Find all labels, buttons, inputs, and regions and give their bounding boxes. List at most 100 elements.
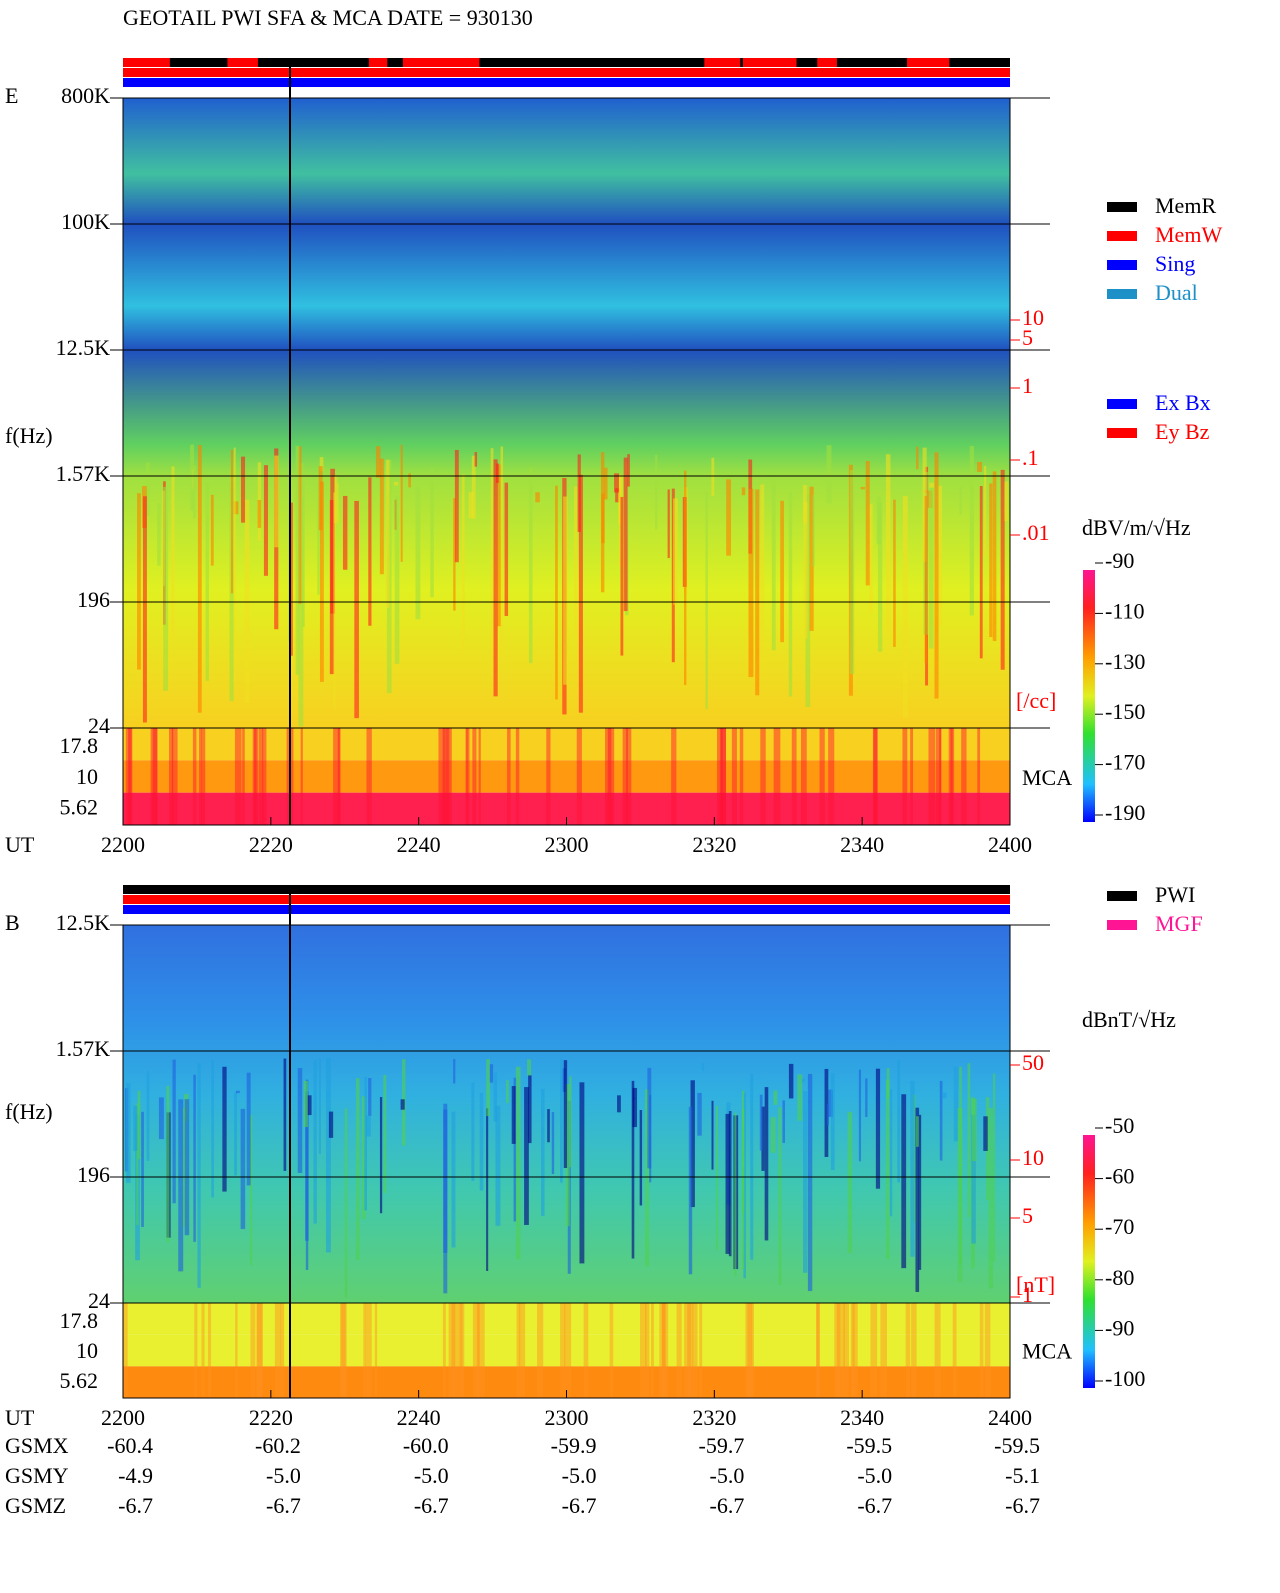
freq-tick-label: 1.57K xyxy=(56,461,111,486)
spectrogram-streak xyxy=(141,1111,144,1227)
spectrogram-streak xyxy=(318,1058,321,1154)
spectrogram-streak xyxy=(620,496,624,656)
spectrogram-streak xyxy=(235,1090,240,1094)
mca-tick-label: 10 xyxy=(76,764,98,789)
mca-streak xyxy=(337,728,341,825)
mca-streak xyxy=(258,728,264,825)
spectrogram-streak xyxy=(493,1072,498,1122)
colorbar-tick-label: -90 xyxy=(1105,548,1134,573)
orbit-value: -6.7 xyxy=(857,1493,892,1518)
title: GEOTAIL PWI SFA & MCA DATE = 930130 xyxy=(123,5,533,30)
spectrogram-streak xyxy=(667,489,670,559)
mca-streak xyxy=(843,1303,849,1398)
time-tick-label: 2300 xyxy=(545,832,589,857)
mca-streak xyxy=(507,728,511,825)
mca-tick-label: 17.8 xyxy=(60,1308,99,1333)
mca-streak xyxy=(560,1303,566,1398)
orbit-label: GSMY xyxy=(5,1463,69,1488)
spectrogram-streak xyxy=(368,477,372,626)
spectrogram-streak xyxy=(922,447,927,562)
mca-streak xyxy=(816,1303,820,1398)
spectrogram-streak xyxy=(233,447,236,682)
spectrogram-streak xyxy=(865,1078,868,1118)
orbit-label: GSMX xyxy=(5,1433,69,1458)
spectrogram-streak xyxy=(728,1111,732,1257)
colorbar xyxy=(1083,1135,1095,1388)
orbit-value: -60.0 xyxy=(403,1433,449,1458)
spectrogram-streak xyxy=(158,1097,164,1140)
spectrogram-streak xyxy=(803,502,808,639)
spectrogram-streak xyxy=(929,482,934,488)
time-tick-label: 2320 xyxy=(692,832,736,857)
spectrogram-streak xyxy=(451,1111,456,1248)
spectrogram-streak xyxy=(578,474,583,713)
spectrogram-streak xyxy=(805,493,811,707)
mca-streak xyxy=(451,1303,456,1398)
spectrogram-streak xyxy=(801,1078,806,1083)
spectrogram-streak xyxy=(511,1086,516,1144)
mca-streak xyxy=(662,1303,669,1398)
mca-streak xyxy=(125,728,130,825)
mca-streak xyxy=(128,728,132,825)
panel-label: E xyxy=(5,83,18,108)
mca-streak xyxy=(880,1303,887,1398)
spectrogram-streak xyxy=(504,482,509,617)
spectrogram-streak xyxy=(773,1090,778,1105)
mca-streak xyxy=(605,728,612,825)
mca-streak xyxy=(739,728,744,825)
colorbar-tick-label: -100 xyxy=(1105,1366,1145,1391)
spectrogram-streak xyxy=(1004,481,1009,522)
spectrogram-streak xyxy=(368,1078,372,1117)
orbit-value: -6.7 xyxy=(1005,1493,1040,1518)
mca-streak xyxy=(235,1303,238,1398)
spectrogram-streak xyxy=(555,485,558,700)
spectrogram-streak xyxy=(319,457,324,472)
mca-streak xyxy=(256,1303,263,1398)
spectrogram-streak xyxy=(157,503,161,566)
mca-streak xyxy=(650,1303,654,1398)
mca-streak xyxy=(152,728,158,825)
mca-streak xyxy=(948,728,955,825)
spectrogram-streak xyxy=(295,445,300,675)
mca-streak xyxy=(699,1303,703,1398)
spectrogram-streak xyxy=(631,1080,635,1259)
status-segment xyxy=(227,58,258,67)
spectrogram-streak xyxy=(701,1062,705,1072)
orbit-value: -4.9 xyxy=(118,1463,153,1488)
mca-streak xyxy=(374,1303,378,1398)
spectrogram-streak xyxy=(885,1079,890,1259)
y-axis-label: f(Hz) xyxy=(5,1099,53,1124)
mca-streak xyxy=(934,1303,941,1398)
spectrogram-streak xyxy=(249,1115,253,1266)
legend-swatch xyxy=(1107,428,1137,438)
spectrogram-streak xyxy=(797,1074,803,1121)
mca-streak xyxy=(852,1303,858,1398)
mca-streak xyxy=(747,1303,755,1398)
orbit-label: GSMZ xyxy=(5,1493,66,1518)
spectrogram-streak xyxy=(711,457,715,496)
mca-streak xyxy=(684,1303,692,1398)
spectrogram-streak xyxy=(601,493,605,544)
spectrogram-streak xyxy=(383,1075,387,1194)
time-tick-label: 2220 xyxy=(249,1405,293,1430)
spectrogram-streak xyxy=(364,1076,367,1211)
spectrogram-streak xyxy=(342,495,348,570)
spectrogram-streak xyxy=(453,1059,456,1084)
spectrogram-streak xyxy=(385,459,390,608)
orbit-value: -5.0 xyxy=(414,1463,449,1488)
status-segment xyxy=(907,58,950,67)
spectrogram-streak xyxy=(759,1094,763,1151)
spectrogram-streak xyxy=(760,484,765,662)
freq-tick-label: 12.5K xyxy=(56,335,111,360)
spectrogram-streak xyxy=(623,457,628,612)
time-tick-label: 2340 xyxy=(840,832,884,857)
mca-tick-label: 17.8 xyxy=(60,733,99,758)
spectrogram-streak xyxy=(172,1059,176,1204)
orbit-value: -6.7 xyxy=(562,1493,597,1518)
time-axis-label: UT xyxy=(5,832,35,857)
spectrogram-streak xyxy=(313,1059,317,1224)
spectrogram-streak xyxy=(847,1112,853,1253)
orbit-value: -5.0 xyxy=(266,1463,301,1488)
mca-streak xyxy=(716,728,723,825)
mca-streak xyxy=(171,728,178,825)
